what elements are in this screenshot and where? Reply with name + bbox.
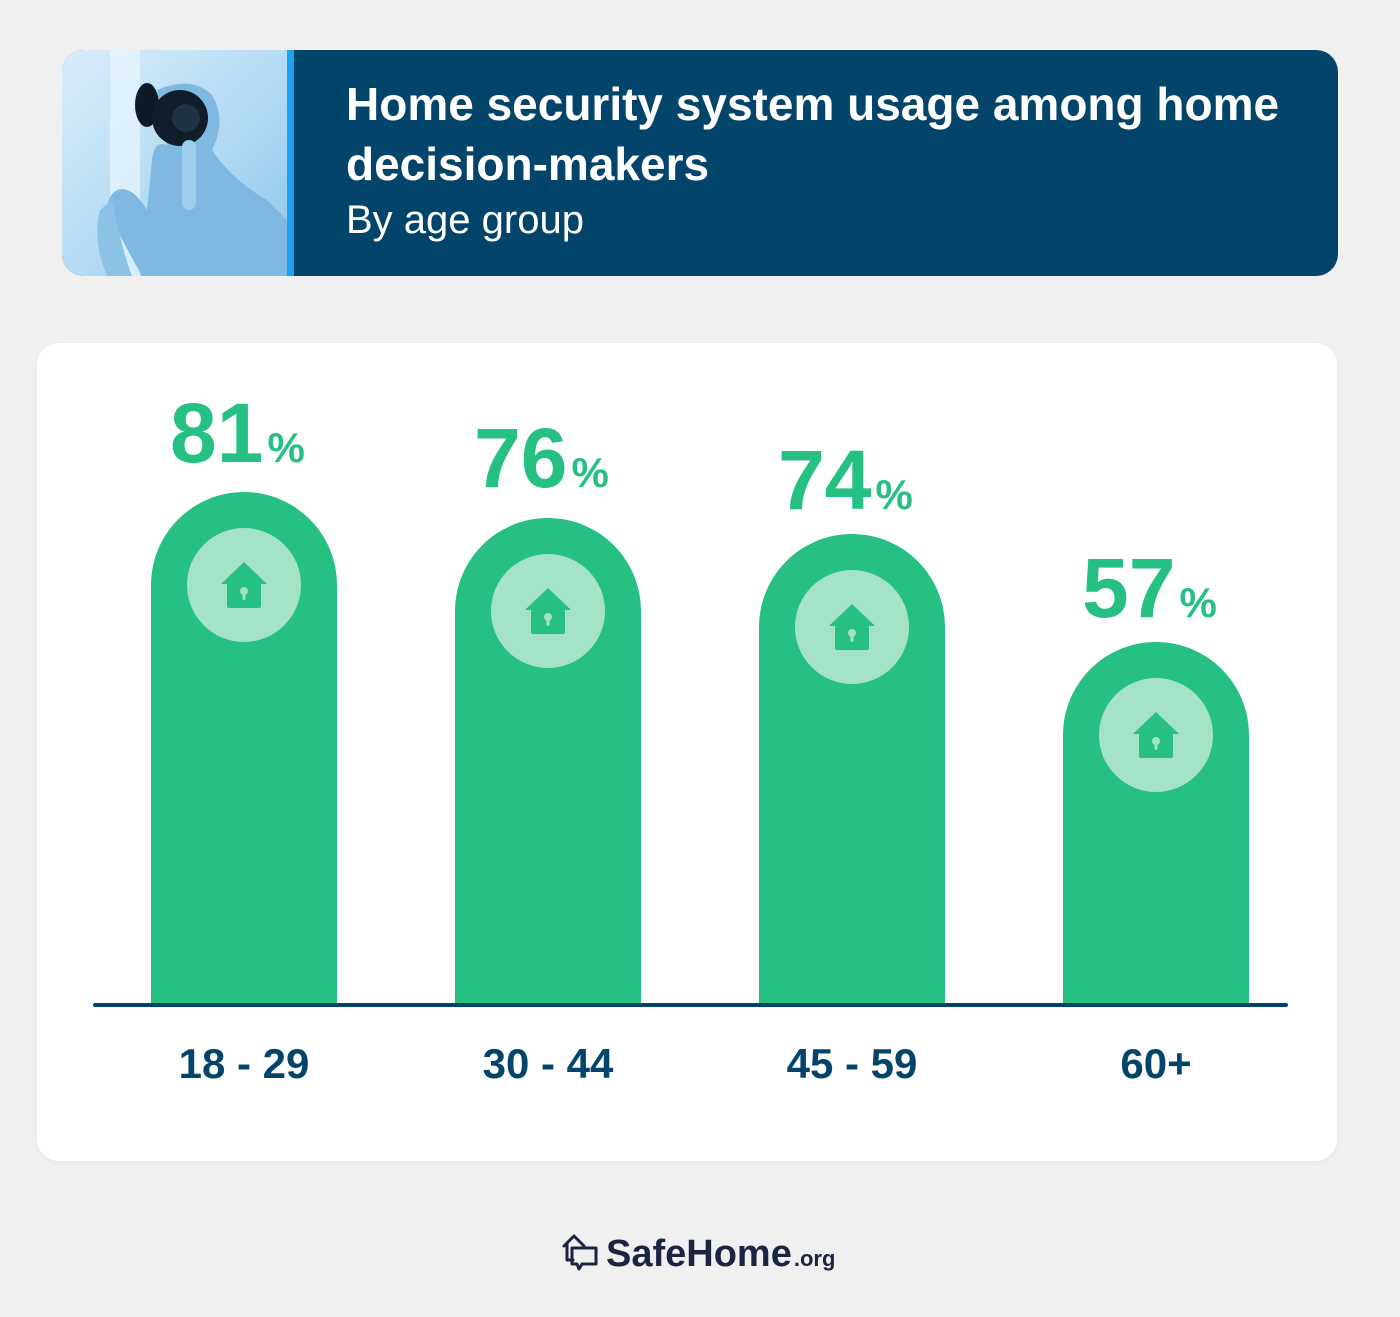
house-chat-logo-icon — [562, 1234, 598, 1271]
value-label-60-plus: 57% — [1082, 541, 1217, 635]
bar-18-29 — [151, 492, 337, 1005]
category-label-45-59: 45 - 59 — [786, 1040, 918, 1087]
value-label-18-29: 81% — [170, 386, 305, 480]
logo-suffix: .org — [793, 1246, 836, 1271]
logo-wordmark: SafeHome — [606, 1233, 792, 1275]
bar-icon-circle — [795, 570, 909, 684]
value-label-45-59: 74% — [778, 433, 913, 527]
bar-icon-circle — [491, 554, 605, 668]
bar-icon-circle — [187, 528, 301, 642]
house-lock-icon — [525, 588, 571, 634]
category-label-60-plus: 60+ — [1120, 1040, 1192, 1087]
header-banner: Home security system usage among home de… — [62, 50, 1338, 276]
security-camera-photo-icon — [97, 50, 287, 276]
category-label-30-44: 30 - 44 — [482, 1040, 614, 1087]
house-lock-icon — [221, 562, 267, 608]
x-axis-line — [93, 1003, 1288, 1007]
bar-45-59 — [759, 534, 945, 1005]
category-label-18-29: 18 - 29 — [178, 1040, 310, 1087]
house-lock-icon — [1133, 712, 1179, 758]
bar-30-44 — [455, 518, 641, 1005]
chart-subtitle: By age group — [346, 198, 584, 242]
header-accent-stripe — [287, 50, 294, 276]
value-label-30-44: 76% — [474, 411, 609, 505]
chart-title: Home security system usage among home de… — [346, 78, 1280, 190]
safehome-logo: SafeHome .org — [560, 1230, 835, 1274]
bar-60-plus — [1063, 642, 1249, 1005]
bar-icon-circle — [1099, 678, 1213, 792]
header-photo — [62, 50, 287, 276]
house-lock-icon — [829, 604, 875, 650]
